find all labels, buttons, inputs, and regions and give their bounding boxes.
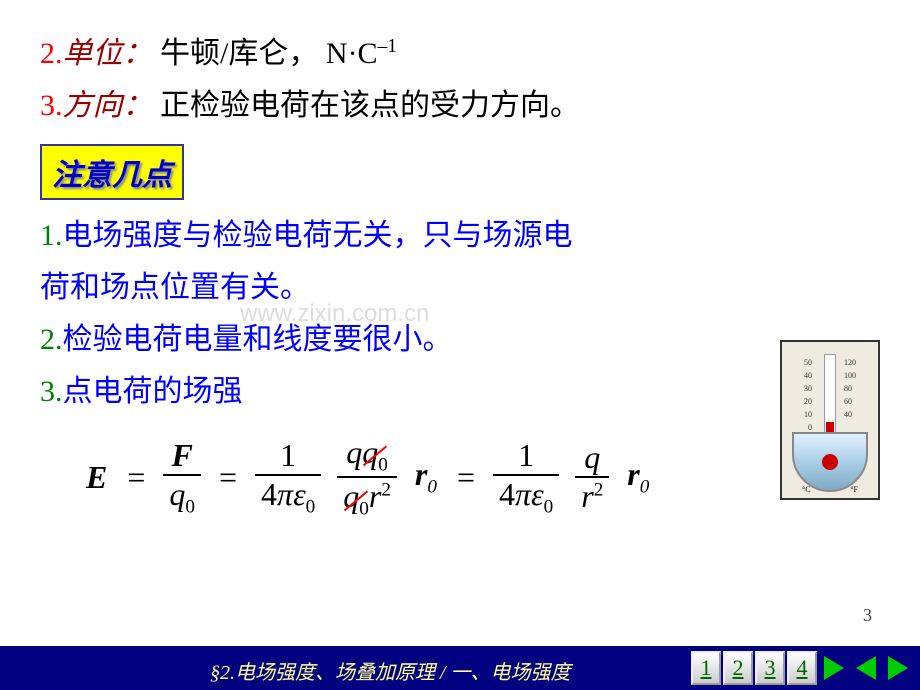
thermo-bulb	[822, 454, 838, 470]
nav-1[interactable]: 1	[691, 651, 721, 685]
nav-3[interactable]: 3	[755, 651, 785, 685]
nav-2[interactable]: 2	[723, 651, 753, 685]
nav-4[interactable]: 4	[787, 651, 817, 685]
sym-F: F	[163, 437, 201, 474]
p1-text-b: 荷和场点位置有关。	[40, 271, 310, 304]
r0-a: r0	[415, 456, 437, 498]
four-b: 4	[499, 476, 515, 512]
label-direction: 方向：	[63, 89, 153, 122]
frac-2: 1 4πε0	[255, 437, 321, 518]
r-b: r	[581, 478, 593, 514]
q0-strike-ns: 0	[378, 454, 388, 475]
label-unit: 单位：	[63, 37, 153, 70]
r0-b: r0	[627, 456, 649, 498]
line-unit: 2.单位： 牛顿/库仑， N·C–1	[40, 30, 880, 78]
eps-sub-b: 0	[544, 496, 554, 517]
num-1a: 1	[255, 437, 321, 474]
sym-eq1: =	[127, 459, 145, 496]
footer-bar: §2.电场强度、场叠加原理 / 一、电场强度 1 2 3 4	[0, 646, 920, 690]
thermo-scale-right: 120 100 80 60 40	[844, 356, 856, 421]
pi-a: π	[277, 476, 293, 512]
frac-5: q r2	[575, 439, 609, 515]
prev-arrow-icon[interactable]	[851, 651, 881, 685]
line-direction: 3.方向： 正检验电荷在该点的受力方向。	[40, 82, 880, 130]
eps-b: ε	[531, 476, 544, 512]
f-label: °F	[850, 485, 858, 494]
eps-a: ε	[293, 476, 306, 512]
frac-3: qq0 q0r2	[337, 434, 397, 521]
unit-sup: –1	[378, 36, 398, 57]
text-unit: 牛顿/库仑， N·C	[160, 37, 378, 70]
footer-nav: 1 2 3 4	[684, 646, 920, 690]
play-arrow-icon[interactable]	[883, 651, 913, 685]
num-1b: 1	[493, 437, 559, 474]
text-direction: 正检验电荷在该点的受力方向。	[160, 89, 580, 122]
footer-section	[0, 646, 200, 690]
sym-q01: q	[169, 476, 185, 512]
num-2: 2.	[40, 37, 63, 70]
num-3: 3.	[40, 89, 63, 122]
sym-eq3: =	[457, 459, 475, 496]
c-label: °C	[802, 485, 811, 494]
sym-E: E	[86, 459, 107, 496]
p3-text: 点电荷的场强	[63, 375, 243, 408]
p2-text: 检验电荷电量和线度要很小。	[63, 323, 453, 356]
frac-4: 1 4πε0	[493, 437, 559, 518]
q0-strike-n: q	[362, 434, 378, 470]
next-arrow-icon[interactable]	[819, 651, 849, 685]
r-a: r	[369, 478, 381, 514]
point-1: 1.电场强度与检验电荷无关，只与场源电	[40, 212, 880, 260]
q-b: q	[584, 439, 600, 475]
frac-1: F q0	[163, 437, 201, 518]
q-a: q	[346, 434, 362, 470]
p1-text-a: 电场强度与检验电荷无关，只与场源电	[63, 219, 573, 252]
q0-strike-ds: 0	[359, 499, 369, 520]
q0-strike-d: q	[343, 478, 359, 514]
r2-a: 2	[381, 480, 391, 501]
point-3: 3.点电荷的场强	[40, 368, 880, 416]
point-1b: 荷和场点位置有关。	[40, 264, 880, 312]
eps-sub-a: 0	[306, 496, 316, 517]
page-number: 3	[863, 605, 872, 626]
p2-num: 2.	[40, 323, 63, 356]
point-2: 2.检验电荷电量和线度要很小。	[40, 316, 880, 364]
sym-eq2: =	[219, 459, 237, 496]
thermometer-image: 50 40 30 20 10 0 10 120 100 80 60 40 °C …	[780, 340, 880, 500]
p3-num: 3.	[40, 375, 63, 408]
footer-title: §2.电场强度、场叠加原理 / 一、电场强度	[200, 646, 684, 690]
notice-text: 注意几点	[52, 159, 172, 192]
formula: E = F q0 = 1 4πε0 qq0 q0r2 r0 = 1 4πε0 q…	[80, 434, 880, 524]
pi-b: π	[515, 476, 531, 512]
r2-b: 2	[594, 480, 604, 501]
sub-01: 0	[185, 496, 195, 517]
notice-box: 注意几点	[40, 144, 184, 200]
p1-num: 1.	[40, 219, 63, 252]
four-a: 4	[261, 476, 277, 512]
